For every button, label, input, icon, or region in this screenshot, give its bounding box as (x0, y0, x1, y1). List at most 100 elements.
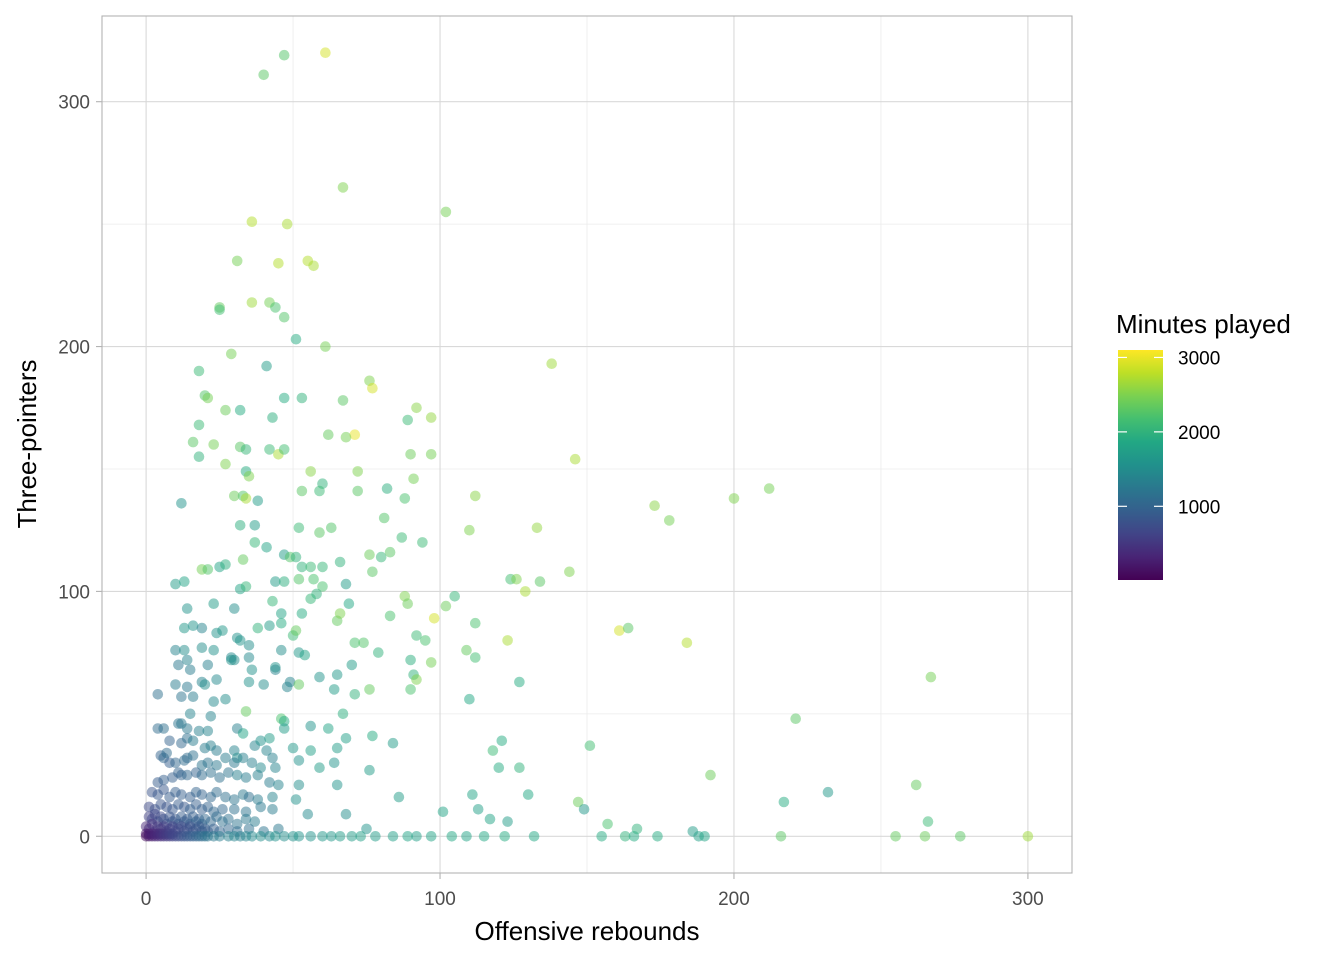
data-point (202, 725, 214, 737)
data-point (229, 654, 240, 666)
data-point (240, 806, 252, 818)
data-point (546, 358, 557, 370)
data-point (428, 613, 440, 624)
data-point (478, 831, 490, 842)
plot-panel (101, 15, 1073, 874)
data-point (320, 47, 331, 58)
data-point (337, 182, 349, 193)
data-point (252, 769, 264, 781)
data-point (378, 512, 390, 524)
data-point (187, 436, 199, 448)
data-point (305, 720, 317, 732)
data-point (202, 757, 214, 769)
colorbar-ticks: 1000 2000 3000 (1118, 348, 1220, 518)
data-point (358, 637, 369, 649)
data-point (564, 566, 575, 578)
data-point (229, 490, 240, 502)
legend-title: Minutes played (1116, 309, 1291, 339)
data-point (384, 610, 396, 622)
x-axis-ticks: 0 100 200 300 (141, 873, 1044, 910)
data-point (278, 311, 290, 323)
data-point (187, 735, 199, 747)
data-point (176, 691, 187, 702)
data-point (919, 831, 931, 842)
data-point (214, 831, 225, 842)
data-point (470, 490, 481, 502)
data-point (664, 515, 675, 526)
data-point (411, 831, 422, 842)
data-point (202, 564, 214, 575)
data-point (502, 635, 513, 646)
data-point (314, 671, 325, 683)
data-point (202, 659, 214, 671)
data-point (179, 644, 190, 656)
data-point (240, 444, 252, 455)
data-point (311, 588, 322, 600)
data-point (214, 304, 225, 316)
data-point (352, 485, 364, 497)
data-point (249, 520, 261, 531)
data-point (208, 696, 219, 707)
data-point (205, 711, 217, 722)
data-point (520, 586, 531, 597)
data-point (602, 818, 613, 830)
data-point (502, 816, 513, 827)
data-point (334, 831, 346, 842)
data-point (340, 808, 352, 820)
data-point (293, 573, 305, 585)
data-point (152, 689, 164, 700)
data-point (193, 725, 205, 737)
data-point (211, 760, 222, 771)
data-point (405, 449, 416, 460)
data-point (193, 451, 205, 463)
data-point (293, 779, 305, 791)
data-point (243, 652, 255, 663)
data-point (531, 522, 543, 534)
data-point (273, 779, 284, 791)
data-point (299, 649, 311, 661)
data-point (955, 831, 966, 842)
data-point (910, 779, 922, 791)
data-point (464, 693, 475, 705)
data-point (337, 395, 349, 406)
data-point (249, 816, 261, 827)
data-point (514, 762, 525, 773)
data-point (270, 831, 281, 842)
data-point (355, 831, 367, 842)
data-point (196, 642, 208, 653)
data-point (364, 764, 375, 776)
data-point (270, 576, 281, 587)
data-point (925, 671, 937, 683)
data-point (261, 745, 272, 756)
data-point (375, 551, 387, 563)
data-point (208, 644, 219, 656)
data-point (619, 831, 631, 842)
data-point (255, 735, 266, 747)
data-point (220, 752, 231, 764)
data-point (187, 750, 199, 761)
data-point (578, 804, 590, 815)
minor-gridlines (102, 16, 1072, 873)
data-point (367, 730, 378, 742)
data-point (340, 431, 352, 443)
y-tick-label: 200 (58, 338, 90, 359)
data-point (184, 664, 196, 676)
data-point (511, 573, 522, 585)
data-point (399, 493, 411, 504)
data-point (170, 644, 181, 656)
data-point (417, 537, 428, 548)
data-point (323, 723, 334, 734)
data-point (196, 622, 208, 634)
y-tick-label: 0 (79, 827, 90, 848)
data-point (199, 679, 211, 690)
data-point (240, 706, 252, 717)
data-point (202, 392, 214, 404)
data-point (187, 620, 199, 631)
data-point (326, 831, 337, 842)
data-point (528, 831, 540, 842)
data-point (425, 831, 437, 842)
data-point (396, 532, 408, 543)
data-point (334, 608, 346, 619)
data-point (249, 537, 261, 548)
data-point (278, 444, 290, 455)
